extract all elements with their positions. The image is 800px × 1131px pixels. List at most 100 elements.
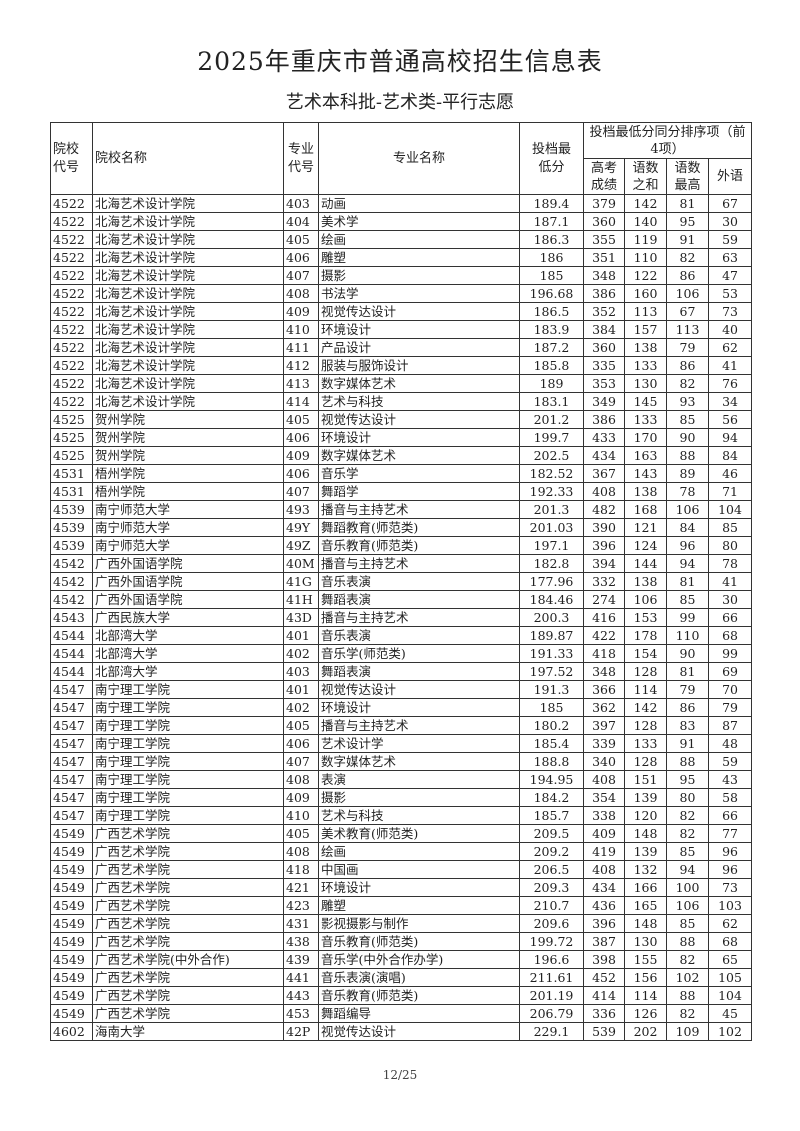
page-number: 12/25 <box>382 1068 418 1082</box>
cell-school-name: 北海艺术设计学院 <box>92 302 284 321</box>
cell-yushu-max: 86 <box>666 356 709 375</box>
cell-yushu-sum: 170 <box>624 428 667 447</box>
cell-gaokao: 414 <box>583 986 625 1005</box>
cell-yushu-max: 91 <box>666 230 709 249</box>
cell-major-code: 493 <box>283 500 319 519</box>
admission-table: 院校代号 院校名称 专业代号 专业名称 投档最低分 投档最低分同分排序项（前4项… <box>50 122 753 1041</box>
cell-gaokao: 366 <box>583 680 625 699</box>
cell-foreign: 43 <box>707 770 753 789</box>
table-row: 4549 广西艺术学院 438 音乐教育(师范类) 199.72 387 130 88 68 <box>50 932 753 951</box>
cell-foreign: 62 <box>707 338 753 357</box>
cell-yushu-max: 82 <box>666 806 709 825</box>
cell-foreign: 84 <box>707 446 753 465</box>
cell-foreign: 68 <box>707 626 753 645</box>
table-row: 4549 广西艺术学院 421 环境设计 209.3 434 166 100 73 <box>50 878 753 897</box>
cell-yushu-max: 90 <box>666 644 709 663</box>
cell-school-code: 4549 <box>50 878 93 897</box>
cell-gaokao: 379 <box>583 194 625 213</box>
cell-major-code: 402 <box>283 644 319 663</box>
cell-foreign: 30 <box>707 212 753 231</box>
cell-gaokao: 353 <box>583 374 625 393</box>
cell-foreign: 59 <box>707 230 753 249</box>
cell-min-score: 186.5 <box>519 302 584 321</box>
cell-gaokao: 433 <box>583 428 625 447</box>
cell-gaokao: 452 <box>583 968 625 987</box>
cell-yushu-max: 102 <box>666 968 709 987</box>
cell-school-name: 南宁理工学院 <box>92 788 284 807</box>
cell-major-name: 环境设计 <box>318 698 520 717</box>
cell-min-score: 185.7 <box>519 806 584 825</box>
cell-yushu-sum: 130 <box>624 374 667 393</box>
cell-school-code: 4549 <box>50 932 93 951</box>
cell-major-name: 音乐学(中外合作办学) <box>318 950 520 969</box>
cell-major-name: 摄影 <box>318 788 520 807</box>
cell-major-code: 407 <box>283 482 319 501</box>
cell-school-code: 4549 <box>50 860 93 879</box>
cell-yushu-sum: 165 <box>624 896 667 915</box>
table-row: 4525 贺州学院 406 环境设计 199.7 433 170 90 94 <box>50 428 753 447</box>
cell-min-score: 182.8 <box>519 554 584 573</box>
cell-foreign: 30 <box>707 590 753 609</box>
cell-min-score: 186.3 <box>519 230 584 249</box>
table-row: 4549 广西艺术学院 431 影视摄影与制作 209.6 396 148 85 62 <box>50 914 753 933</box>
cell-yushu-sum: 145 <box>624 392 667 411</box>
cell-major-code: 411 <box>283 338 319 357</box>
cell-school-code: 4549 <box>50 950 93 969</box>
cell-school-code: 4544 <box>50 644 93 663</box>
cell-foreign: 85 <box>707 518 753 537</box>
cell-school-code: 4522 <box>50 320 93 339</box>
cell-school-name: 贺州学院 <box>92 428 284 447</box>
cell-yushu-max: 82 <box>666 824 709 843</box>
cell-school-code: 4549 <box>50 842 93 861</box>
cell-foreign: 87 <box>707 716 753 735</box>
cell-gaokao: 386 <box>583 410 625 429</box>
cell-foreign: 46 <box>707 464 753 483</box>
cell-yushu-sum: 157 <box>624 320 667 339</box>
cell-major-name: 中国画 <box>318 860 520 879</box>
cell-major-name: 舞蹈学 <box>318 482 520 501</box>
document-title: 2025年重庆市普通高校招生信息表 <box>197 47 603 76</box>
cell-school-name: 北海艺术设计学院 <box>92 356 284 375</box>
cell-min-score: 189.87 <box>519 626 584 645</box>
table-row: 4549 广西艺术学院 418 中国画 206.5 408 132 94 96 <box>50 860 753 879</box>
cell-major-code: 404 <box>283 212 319 231</box>
cell-yushu-sum: 153 <box>624 608 667 627</box>
cell-major-name: 播音与主持艺术 <box>318 608 520 627</box>
cell-major-code: 408 <box>283 284 319 303</box>
cell-gaokao: 360 <box>583 338 625 357</box>
cell-min-score: 185.8 <box>519 356 584 375</box>
cell-major-name: 艺术设计学 <box>318 734 520 753</box>
cell-school-code: 4522 <box>50 302 93 321</box>
table-row: 4547 南宁理工学院 406 艺术设计学 185.4 339 133 91 48 <box>50 734 753 753</box>
cell-gaokao: 408 <box>583 770 625 789</box>
cell-foreign: 69 <box>707 662 753 681</box>
cell-yushu-sum: 154 <box>624 644 667 663</box>
cell-foreign: 105 <box>707 968 753 987</box>
header-foreign: 外语 <box>707 158 753 195</box>
cell-min-score: 206.79 <box>519 1004 584 1023</box>
cell-yushu-sum: 133 <box>624 356 667 375</box>
cell-major-code: 409 <box>283 788 319 807</box>
cell-foreign: 99 <box>707 644 753 663</box>
cell-yushu-sum: 128 <box>624 752 667 771</box>
cell-yushu-max: 94 <box>666 554 709 573</box>
table-row: 4522 北海艺术设计学院 403 动画 189.4 379 142 81 67 <box>50 194 753 213</box>
table-row: 4543 广西民族大学 43D 播音与主持艺术 200.3 416 153 99 66 <box>50 608 753 627</box>
cell-min-score: 201.3 <box>519 500 584 519</box>
cell-yushu-sum: 119 <box>624 230 667 249</box>
cell-school-code: 4547 <box>50 698 93 717</box>
cell-major-code: 41H <box>283 590 319 609</box>
cell-min-score: 201.03 <box>519 518 584 537</box>
cell-yushu-sum: 140 <box>624 212 667 231</box>
cell-yushu-sum: 155 <box>624 950 667 969</box>
cell-school-code: 4531 <box>50 464 93 483</box>
cell-major-name: 绘画 <box>318 230 520 249</box>
cell-yushu-max: 79 <box>666 338 709 357</box>
cell-yushu-sum: 151 <box>624 770 667 789</box>
cell-school-name: 广西艺术学院 <box>92 824 284 843</box>
cell-school-code: 4522 <box>50 374 93 393</box>
cell-major-name: 音乐学(师范类) <box>318 644 520 663</box>
cell-major-code: 413 <box>283 374 319 393</box>
cell-major-code: 42P <box>283 1022 319 1041</box>
cell-foreign: 80 <box>707 536 753 555</box>
